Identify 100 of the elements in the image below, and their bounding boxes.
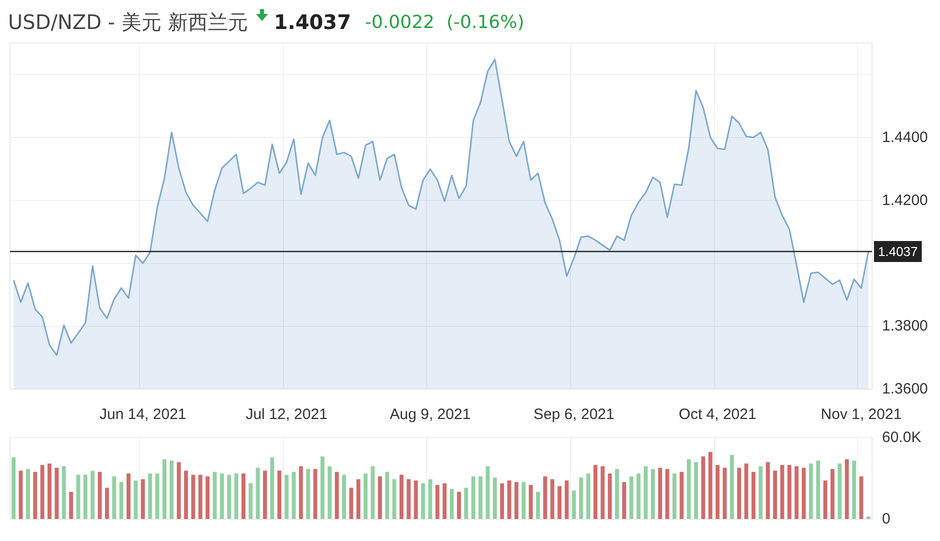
- bar: [737, 468, 742, 519]
- bar: [686, 459, 691, 519]
- bar: [162, 459, 166, 519]
- x-tick-label: Jul 12, 2021: [246, 406, 328, 423]
- bar: [263, 470, 267, 519]
- bar: [701, 456, 706, 519]
- bar: [543, 476, 548, 519]
- bar: [62, 466, 66, 519]
- text: 1.4037: [274, 10, 352, 34]
- bar: [119, 482, 124, 519]
- bar: [730, 454, 734, 519]
- bar: [823, 480, 828, 519]
- bar: [593, 464, 598, 519]
- bar: [170, 460, 174, 519]
- bar: [830, 469, 834, 519]
- bar: [349, 488, 354, 519]
- bar: [184, 470, 188, 519]
- bar: [83, 474, 88, 519]
- bar: [392, 479, 396, 519]
- x-tick-label: Jun 14, 2021: [100, 406, 186, 423]
- bar: [572, 490, 576, 519]
- bar: [629, 476, 634, 519]
- bar: [191, 474, 196, 519]
- x-tick-label: Nov 1, 2021: [820, 406, 902, 423]
- bar: [522, 482, 526, 519]
- bar: [126, 473, 130, 519]
- bar: [12, 457, 16, 519]
- bar: [48, 463, 52, 519]
- bar: [708, 452, 712, 519]
- bar: [256, 468, 260, 519]
- bar: [90, 470, 95, 519]
- bar: [780, 464, 784, 519]
- bar: [644, 466, 648, 519]
- x-tick-label: Aug 9, 2021: [390, 406, 471, 423]
- bar: [744, 463, 748, 519]
- bar: [694, 462, 698, 519]
- text: (-0.16%): [446, 12, 524, 32]
- bar: [859, 476, 864, 519]
- bar: [808, 463, 813, 519]
- bar: [40, 464, 44, 519]
- bar: [320, 456, 324, 519]
- bar: [277, 470, 282, 519]
- bar: [558, 486, 562, 519]
- chart-title: USD/NZD - 美元 新西兰元: [8, 8, 248, 36]
- y-tick-label: 60.0K: [882, 429, 922, 446]
- bar: [385, 472, 390, 519]
- bar: [514, 482, 518, 519]
- bar: [471, 476, 476, 519]
- bar: [758, 466, 763, 519]
- bar: [26, 469, 30, 519]
- bar: [140, 479, 145, 519]
- bar: [105, 488, 109, 519]
- bar: [328, 466, 332, 519]
- y-tick-label: 1.3600: [882, 380, 928, 398]
- bar: [356, 479, 360, 519]
- bar: [400, 474, 404, 519]
- bar: [342, 474, 346, 519]
- y-tick-label: 1.3800: [882, 318, 928, 335]
- bar: [600, 466, 605, 519]
- bar: [206, 476, 210, 519]
- bar: [492, 478, 497, 519]
- x-tick-label: Oct 4, 2021: [678, 406, 756, 423]
- bar: [816, 460, 820, 519]
- bar: [564, 480, 569, 519]
- bar: [313, 469, 318, 519]
- bar: [414, 480, 418, 519]
- y-tick-label: 1.4400: [882, 128, 928, 146]
- bar: [176, 462, 181, 519]
- bar: [608, 473, 612, 519]
- bar: [500, 483, 504, 519]
- bar: [334, 472, 339, 519]
- bar: [766, 462, 770, 519]
- bar: [716, 464, 720, 519]
- bar: [550, 479, 554, 519]
- x-tick-label: Sep 6, 2021: [533, 406, 614, 423]
- bar: [112, 476, 116, 519]
- bar: [33, 472, 38, 519]
- bar: [536, 492, 540, 519]
- bar: [478, 476, 482, 519]
- bar: [234, 473, 238, 519]
- bar: [198, 474, 202, 519]
- bar: [378, 476, 382, 519]
- bar: [364, 473, 368, 519]
- bar: [579, 478, 584, 519]
- bar: [528, 484, 533, 519]
- bar: [428, 479, 432, 519]
- bar: [148, 473, 152, 519]
- y-tick-label: 0: [882, 510, 890, 528]
- bar: [658, 468, 662, 519]
- bar: [98, 472, 102, 519]
- bar: [442, 483, 447, 519]
- bar: [773, 470, 777, 519]
- bar: [838, 463, 842, 519]
- ref-line-label: 1.4037: [878, 244, 918, 260]
- bar: [615, 469, 619, 519]
- bar: [69, 492, 74, 519]
- bar: [54, 468, 59, 519]
- bar: [212, 472, 217, 519]
- bar: [248, 483, 253, 519]
- bar: [794, 466, 799, 519]
